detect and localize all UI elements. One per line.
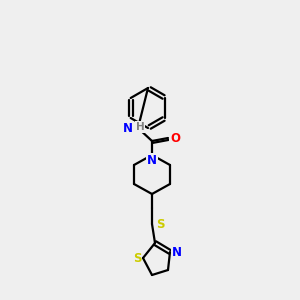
Text: N: N: [123, 122, 133, 134]
Text: H: H: [136, 122, 144, 132]
Text: S: S: [133, 251, 141, 265]
Text: N: N: [172, 245, 182, 259]
Text: S: S: [156, 218, 164, 230]
Text: N: N: [147, 154, 157, 166]
Text: O: O: [170, 131, 180, 145]
